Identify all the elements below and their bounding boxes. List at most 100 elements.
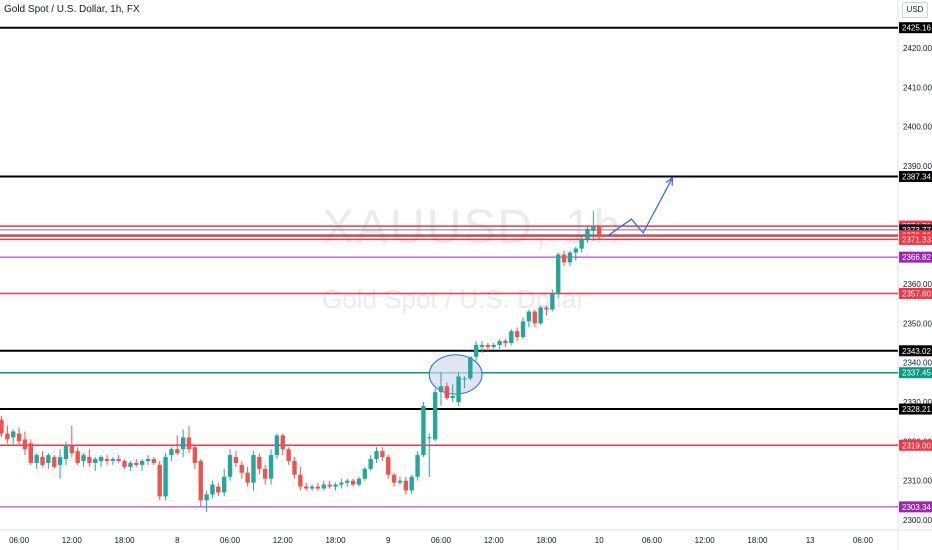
- candle-body[interactable]: [362, 468, 368, 479]
- candle-body[interactable]: [532, 311, 537, 324]
- candle-body[interactable]: [251, 455, 256, 483]
- candle-body[interactable]: [175, 449, 180, 454]
- highlight-ellipse[interactable]: [428, 354, 483, 395]
- candle-body[interactable]: [104, 459, 110, 461]
- candle-body[interactable]: [298, 474, 303, 487]
- candle-body[interactable]: [468, 356, 473, 379]
- candle-body[interactable]: [57, 457, 63, 465]
- candle-body[interactable]: [46, 455, 51, 463]
- candle-body[interactable]: [391, 474, 397, 483]
- candle-body[interactable]: [227, 455, 233, 477]
- candle-body[interactable]: [356, 478, 362, 485]
- candle-body[interactable]: [0, 419, 4, 434]
- candle-body[interactable]: [491, 344, 496, 347]
- candle-body[interactable]: [34, 455, 39, 463]
- candle-body[interactable]: [438, 386, 444, 393]
- candle-body[interactable]: [257, 457, 262, 469]
- candle-body[interactable]: [192, 447, 198, 463]
- candle-body[interactable]: [339, 482, 344, 485]
- candle-body[interactable]: [198, 461, 203, 501]
- candle-body[interactable]: [315, 486, 321, 489]
- candle-body[interactable]: [556, 254, 561, 294]
- candle-body[interactable]: [509, 331, 514, 343]
- candle-body[interactable]: [239, 464, 244, 473]
- candle-body[interactable]: [544, 307, 549, 310]
- candle-body[interactable]: [462, 378, 467, 380]
- candle-body[interactable]: [585, 228, 590, 239]
- candle-body[interactable]: [321, 484, 326, 489]
- candle-body[interactable]: [309, 486, 315, 489]
- candle-body[interactable]: [579, 238, 584, 249]
- candle-body[interactable]: [40, 457, 45, 465]
- candle-body[interactable]: [263, 468, 268, 479]
- candle-body[interactable]: [550, 293, 555, 310]
- candle-body[interactable]: [22, 439, 28, 450]
- candle-body[interactable]: [403, 480, 409, 491]
- candle-body[interactable]: [421, 405, 426, 456]
- candle-body[interactable]: [169, 449, 174, 456]
- candle-body[interactable]: [204, 494, 209, 501]
- candle-body[interactable]: [11, 431, 16, 438]
- candle-body[interactable]: [75, 451, 80, 463]
- candle-body[interactable]: [245, 472, 250, 483]
- candle-body[interactable]: [128, 462, 133, 467]
- candle-body[interactable]: [274, 435, 280, 456]
- candle-body[interactable]: [444, 386, 450, 399]
- candle-body[interactable]: [304, 486, 309, 489]
- candle-body[interactable]: [139, 461, 145, 465]
- candle-body[interactable]: [110, 459, 116, 461]
- candle-body[interactable]: [409, 476, 414, 491]
- candle-body[interactable]: [98, 457, 104, 461]
- candle-body[interactable]: [210, 484, 215, 495]
- candle-body[interactable]: [122, 461, 127, 467]
- candle-body[interactable]: [503, 341, 508, 343]
- currency-button[interactable]: USD: [902, 2, 928, 18]
- candle-body[interactable]: [514, 331, 520, 338]
- candle-body[interactable]: [69, 445, 75, 454]
- candle-body[interactable]: [350, 480, 356, 485]
- candle-body[interactable]: [591, 226, 596, 231]
- candle-body[interactable]: [221, 476, 227, 493]
- candle-body[interactable]: [93, 459, 98, 463]
- candle-body[interactable]: [186, 437, 192, 450]
- candle-body[interactable]: [52, 457, 57, 467]
- candle-body[interactable]: [145, 459, 151, 461]
- candle-body[interactable]: [157, 464, 162, 497]
- candle-body[interactable]: [368, 459, 373, 469]
- candle-body[interactable]: [268, 455, 274, 479]
- candle-body[interactable]: [81, 455, 86, 461]
- candle-body[interactable]: [561, 254, 567, 263]
- candle-body[interactable]: [163, 457, 168, 497]
- candle-body[interactable]: [180, 437, 186, 450]
- candle-body[interactable]: [485, 344, 491, 347]
- candle-body[interactable]: [473, 344, 479, 357]
- candle-body[interactable]: [63, 445, 69, 460]
- candle-body[interactable]: [432, 392, 438, 440]
- candle-body[interactable]: [497, 341, 502, 345]
- candle-body[interactable]: [345, 480, 350, 483]
- candle-body[interactable]: [286, 449, 291, 461]
- candle-body[interactable]: [415, 455, 420, 477]
- candle-body[interactable]: [87, 457, 92, 463]
- projection-arrow[interactable]: [607, 177, 673, 237]
- candle-body[interactable]: [5, 433, 10, 440]
- candle-body[interactable]: [538, 307, 543, 324]
- candle-body[interactable]: [374, 451, 379, 460]
- candle-body[interactable]: [386, 457, 391, 475]
- candle-body[interactable]: [427, 437, 432, 439]
- candle-body[interactable]: [397, 480, 403, 483]
- candle-body[interactable]: [456, 376, 461, 402]
- candle-body[interactable]: [450, 396, 455, 399]
- candle-body[interactable]: [28, 443, 33, 463]
- candle-body[interactable]: [327, 484, 332, 487]
- candle-body[interactable]: [233, 457, 239, 463]
- candle-body[interactable]: [520, 321, 526, 338]
- candle-body[interactable]: [16, 433, 22, 442]
- candle-body[interactable]: [151, 459, 157, 463]
- candle-body[interactable]: [479, 344, 485, 347]
- candle-body[interactable]: [567, 252, 573, 263]
- candle-body[interactable]: [597, 226, 602, 236]
- candle-body[interactable]: [573, 248, 578, 253]
